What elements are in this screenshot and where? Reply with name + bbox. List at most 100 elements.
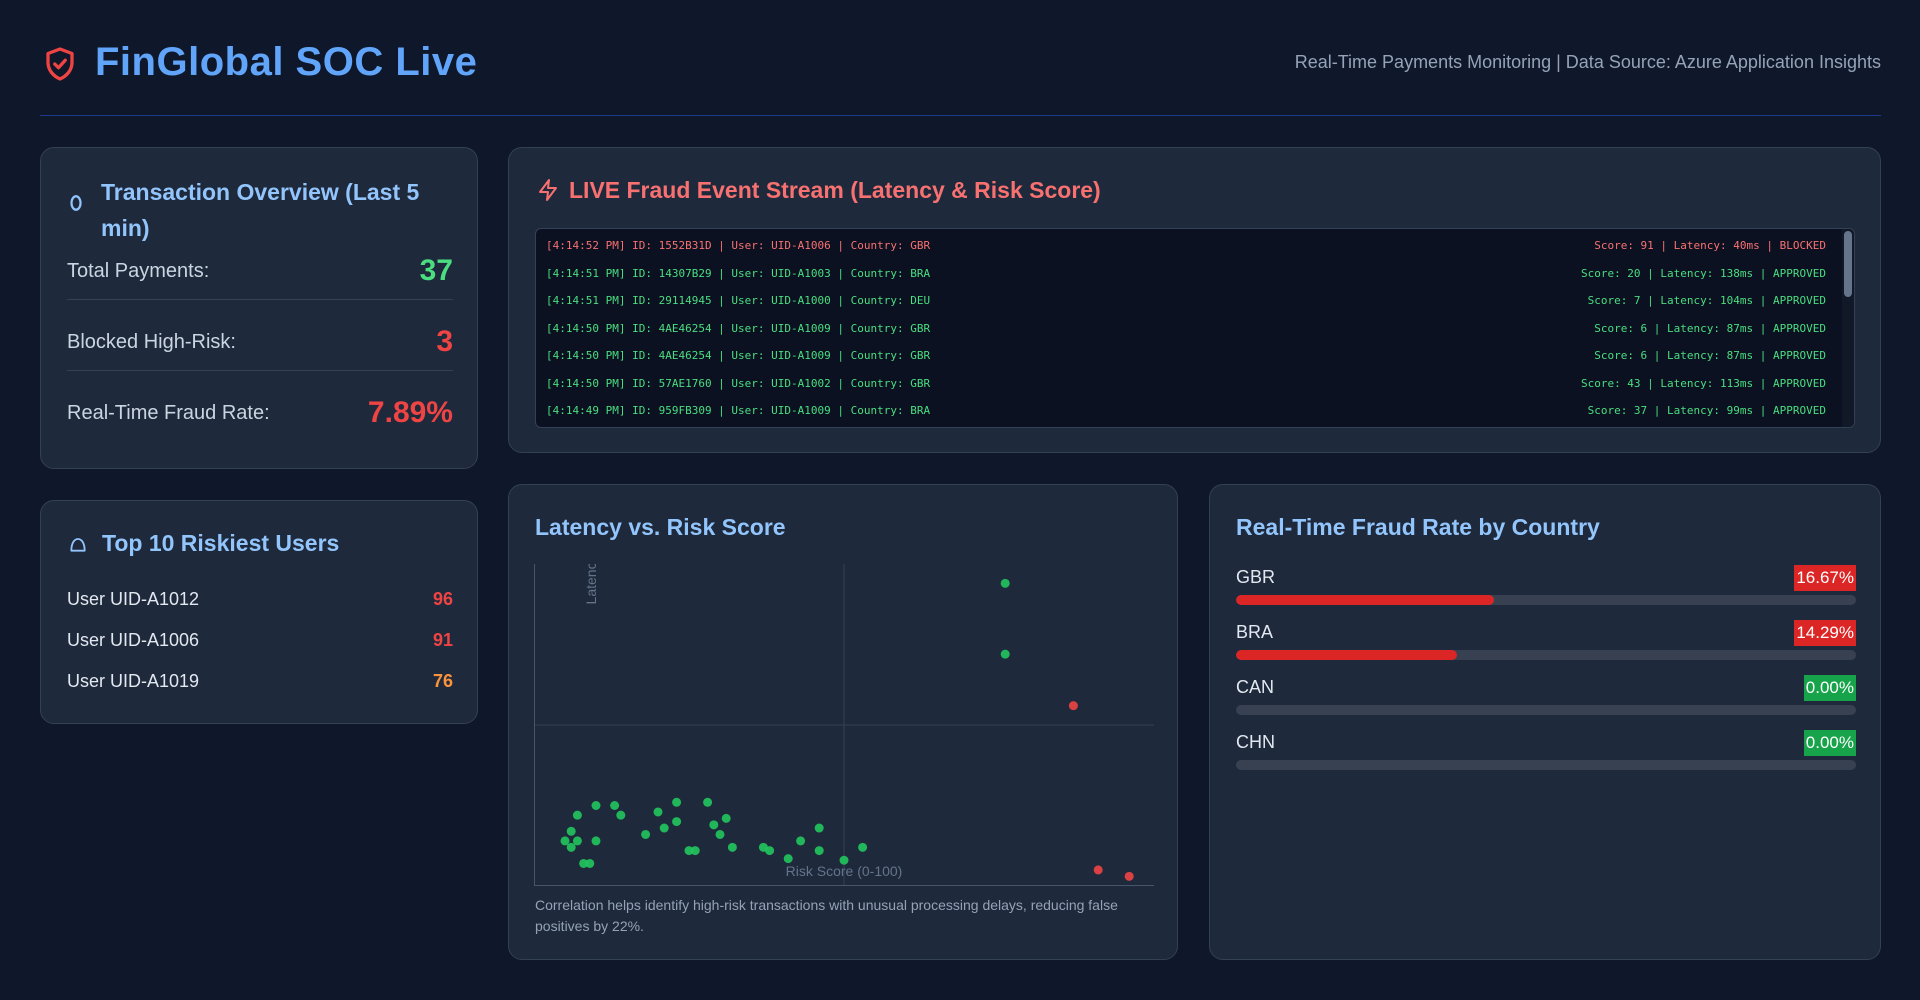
users-icon <box>70 538 86 552</box>
user-id: User UID-A1006 <box>67 630 200 650</box>
metric-label: Real-Time Fraud Rate: <box>67 402 270 424</box>
event-row: [4:14:51 PM] ID: 14307B29 | User: UID-A1… <box>546 263 1826 283</box>
data-point <box>727 842 737 852</box>
user-id: User UID-A1012 <box>67 589 200 609</box>
chart-title: Latency vs. Risk Score <box>535 514 786 540</box>
data-point <box>783 854 793 864</box>
country-fraud-rate-card: Real-Time Fraud Rate by Country GBR 16.6… <box>1209 484 1881 960</box>
data-point <box>1068 701 1078 711</box>
rate-bar <box>1236 650 1856 660</box>
data-point <box>566 826 576 836</box>
event-result: Score: 37 | Latency: 99ms | APPROVED <box>1587 404 1826 417</box>
fraud-event-stream-card: LIVE Fraud Event Stream (Latency & Risk … <box>508 147 1881 453</box>
overview-title: Transaction Overview (Last 5 min) <box>101 179 420 241</box>
country-rate-badge: 16.67% <box>1794 565 1856 591</box>
user-risk-score: 96 <box>432 589 453 609</box>
data-point <box>672 797 682 807</box>
data-point <box>1000 649 1010 659</box>
country-row-gbr: GBR 16.67% <box>1236 565 1856 617</box>
app-header: FinGlobal SOC Live Real-Time Payments Mo… <box>40 36 1881 116</box>
event-log[interactable]: [4:14:52 PM] ID: 1552B31D | User: UID-A1… <box>535 228 1855 428</box>
metric-value: 37 <box>419 254 453 287</box>
event-result: Score: 43 | Latency: 113ms | APPROVED <box>1580 377 1826 390</box>
event-row: [4:14:52 PM] ID: 1552B31D | User: UID-A1… <box>546 235 1826 255</box>
event-details: [4:14:50 PM] ID: 4AE46254 | User: UID-A1… <box>546 322 931 335</box>
data-point <box>610 801 620 810</box>
latency-risk-chart-card: Latency vs. Risk Score Risk Score (0-100… <box>508 484 1178 960</box>
event-details: [4:14:49 PM] ID: 959FB309 | User: UID-A1… <box>546 404 931 417</box>
scatter-plot: Risk Score (0-100) Latency (ms) <box>534 564 1154 886</box>
event-row: [4:14:50 PM] ID: 4AE46254 | User: UID-A1… <box>546 318 1826 338</box>
data-point <box>684 846 694 856</box>
y-axis-label: Latency (ms) <box>583 564 599 604</box>
data-point <box>591 836 601 846</box>
event-details: [4:14:52 PM] ID: 1552B31D | User: UID-A1… <box>546 239 931 252</box>
event-result: Score: 91 | Latency: 40ms | BLOCKED <box>1594 239 1826 252</box>
scrollbar[interactable] <box>1842 229 1854 427</box>
data-point <box>690 846 700 856</box>
user-risk-score: 91 <box>432 630 453 650</box>
lightning-icon <box>539 179 557 201</box>
event-result: Score: 6 | Latency: 87ms | APPROVED <box>1594 349 1826 362</box>
risky-user-row[interactable]: User UID-A1019 76 <box>67 667 453 697</box>
data-point <box>560 836 570 846</box>
data-point <box>653 807 663 817</box>
stream-title: LIVE Fraud Event Stream (Latency & Risk … <box>569 177 1101 203</box>
data-point <box>641 829 651 839</box>
data-point <box>659 823 669 833</box>
data-point <box>572 810 582 820</box>
country-row-chn: CHN 0.00% <box>1236 730 1856 782</box>
data-point <box>715 829 725 839</box>
country-code: CHN <box>1236 732 1275 752</box>
event-details: [4:14:50 PM] ID: 57AE1760 | User: UID-A1… <box>546 377 931 390</box>
risky-user-row[interactable]: User UID-A1012 96 <box>67 585 453 615</box>
chart-caption: Correlation helps identify high-risk tra… <box>535 897 1118 934</box>
data-point <box>839 855 849 865</box>
riskiest-users-card: Top 10 Riskiest Users User UID-A1012 96 … <box>40 500 478 724</box>
country-rate-badge: 0.00% <box>1803 730 1856 756</box>
activity-icon <box>70 195 82 211</box>
data-point <box>1093 865 1103 875</box>
country-code: GBR <box>1236 567 1276 587</box>
country-code: BRA <box>1236 622 1274 642</box>
data-point <box>1000 578 1010 588</box>
event-row: [4:14:51 PM] ID: 29114945 | User: UID-A1… <box>546 290 1826 310</box>
data-point <box>672 817 682 827</box>
data-point <box>572 836 582 846</box>
country-rate-badge: 14.29% <box>1794 620 1856 646</box>
data-point <box>814 823 824 833</box>
event-row: [4:14:50 PM] ID: 4AE46254 | User: UID-A1… <box>546 345 1826 365</box>
data-point <box>591 801 601 810</box>
data-point <box>585 858 595 868</box>
metric-label: Blocked High-Risk: <box>67 331 236 353</box>
data-point <box>796 836 806 846</box>
country-row-bra: BRA 14.29% <box>1236 620 1856 672</box>
risky-user-row[interactable]: User UID-A1006 91 <box>67 626 453 656</box>
rate-bar-fill <box>1236 595 1495 605</box>
event-details: [4:14:51 PM] ID: 14307B29 | User: UID-A1… <box>546 267 931 280</box>
event-result: Score: 20 | Latency: 138ms | APPROVED <box>1580 267 1826 280</box>
metric-fraud-rate: Real-Time Fraud Rate: 7.89% <box>67 384 453 442</box>
riskiest-title: Top 10 Riskiest Users <box>102 530 340 556</box>
data-point <box>566 842 576 852</box>
data-point <box>1124 871 1134 881</box>
x-axis-label: Risk Score (0-100) <box>786 863 903 879</box>
rate-bar-fill <box>1236 650 1458 660</box>
metric-total-payments: Total Payments: 37 <box>67 242 453 300</box>
rate-bar <box>1236 595 1856 605</box>
event-details: [4:14:51 PM] ID: 29114945 | User: UID-A1… <box>546 294 931 307</box>
country-title: Real-Time Fraud Rate by Country <box>1236 514 1600 540</box>
data-point <box>765 846 775 856</box>
data-point <box>721 813 731 823</box>
event-details: [4:14:50 PM] ID: 4AE46254 | User: UID-A1… <box>546 349 931 362</box>
shield-check-icon <box>46 47 74 81</box>
metric-value: 3 <box>436 325 453 358</box>
user-id: User UID-A1019 <box>67 671 200 691</box>
scrollbar-thumb[interactable] <box>1844 231 1852 297</box>
metric-label: Total Payments: <box>67 260 210 282</box>
event-row: [4:14:49 PM] ID: 959FB309 | User: UID-A1… <box>546 400 1826 420</box>
transaction-overview-card: Transaction Overview (Last 5 min) Total … <box>40 147 478 469</box>
data-point <box>709 820 719 830</box>
metric-value: 7.89% <box>367 396 453 429</box>
data-point <box>616 810 626 820</box>
